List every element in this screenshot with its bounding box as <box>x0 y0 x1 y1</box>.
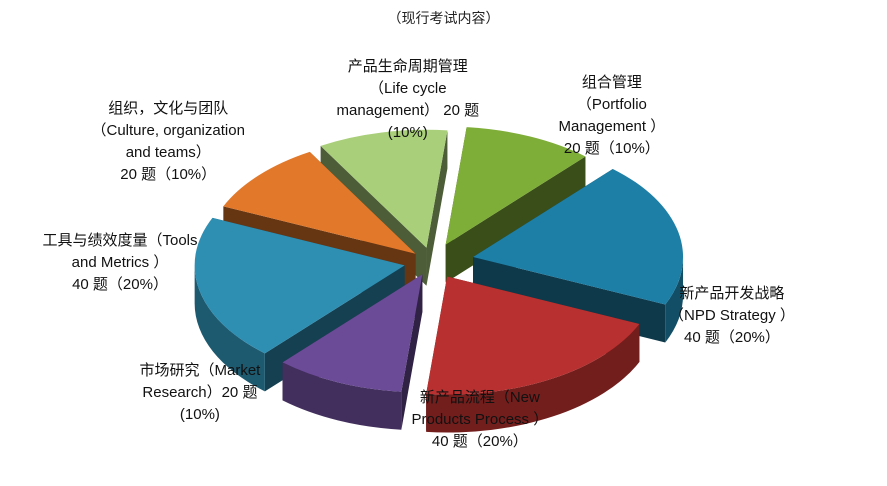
slice-label-line: 20 题（10%） <box>120 166 217 183</box>
slice-label-1: 组合管理 （Portfolio Management ） 20 题（10%） <box>559 72 666 160</box>
slice-label-3: 新产品流程（New Products Process ） 40 题（20%） <box>412 387 549 453</box>
slice-label-line: 40 题（20%） <box>72 276 168 293</box>
slice-label-7: 产品生命周期管理 （Life cycle management） 20 题 (10%) <box>337 56 480 144</box>
slice-label-line: Management ） <box>558 118 666 135</box>
slice-label-line: management） 20 题 <box>336 102 480 119</box>
slice-label-line: 20 题（10%） <box>563 140 660 157</box>
slice-label-line: (10%) <box>387 124 428 141</box>
slice-label-6: 组织，文化与团队 （Culture, organization and teams）… <box>92 98 245 186</box>
slice-label-line: and teams） <box>125 144 211 161</box>
slice-label-line: （Portfolio <box>576 96 647 113</box>
pie-slice-4 <box>282 274 423 430</box>
slice-label-line: 40 题（20%） <box>431 433 528 450</box>
slice-label-2: 新产品开发战略 （NPD Strategy ） 40 题（20%） <box>669 283 795 349</box>
chart-title: （现行考试内容） <box>387 11 500 27</box>
slice-label-line: 市场研究（Market <box>139 362 261 379</box>
slice-label-5: 工具与绩效度量（Tools and Metrics ） 40 题（20%） <box>43 230 198 296</box>
slice-label-line: Research）20 题 <box>142 384 258 401</box>
pie-slice-3 <box>426 276 640 433</box>
slice-label-line: 组织，文化与团队 <box>108 100 229 117</box>
slice-label-line: (10%) <box>179 406 220 423</box>
slice-label-line: （NPD Strategy ） <box>669 307 795 324</box>
slice-label-line: 产品生命周期管理 <box>347 58 468 75</box>
slice-label-line: and Metrics ） <box>71 254 169 271</box>
slice-label-4: 市场研究（Market Research）20 题 (10%) <box>140 360 261 426</box>
slice-label-line: 工具与绩效度量（Tools <box>42 232 198 249</box>
slice-label-line: 40 题（20%） <box>684 329 780 346</box>
slice-label-line: 新产品开发战略 <box>679 285 785 302</box>
slice-label-line: 新产品流程（New <box>419 389 540 406</box>
slice-label-line: （Culture, organization <box>91 122 245 139</box>
slice-label-line: Products Process ） <box>411 411 549 428</box>
slice-label-line: （Life cycle <box>369 80 447 97</box>
slice-label-line: 组合管理 <box>581 74 642 91</box>
pie-slice-1 <box>445 127 586 283</box>
